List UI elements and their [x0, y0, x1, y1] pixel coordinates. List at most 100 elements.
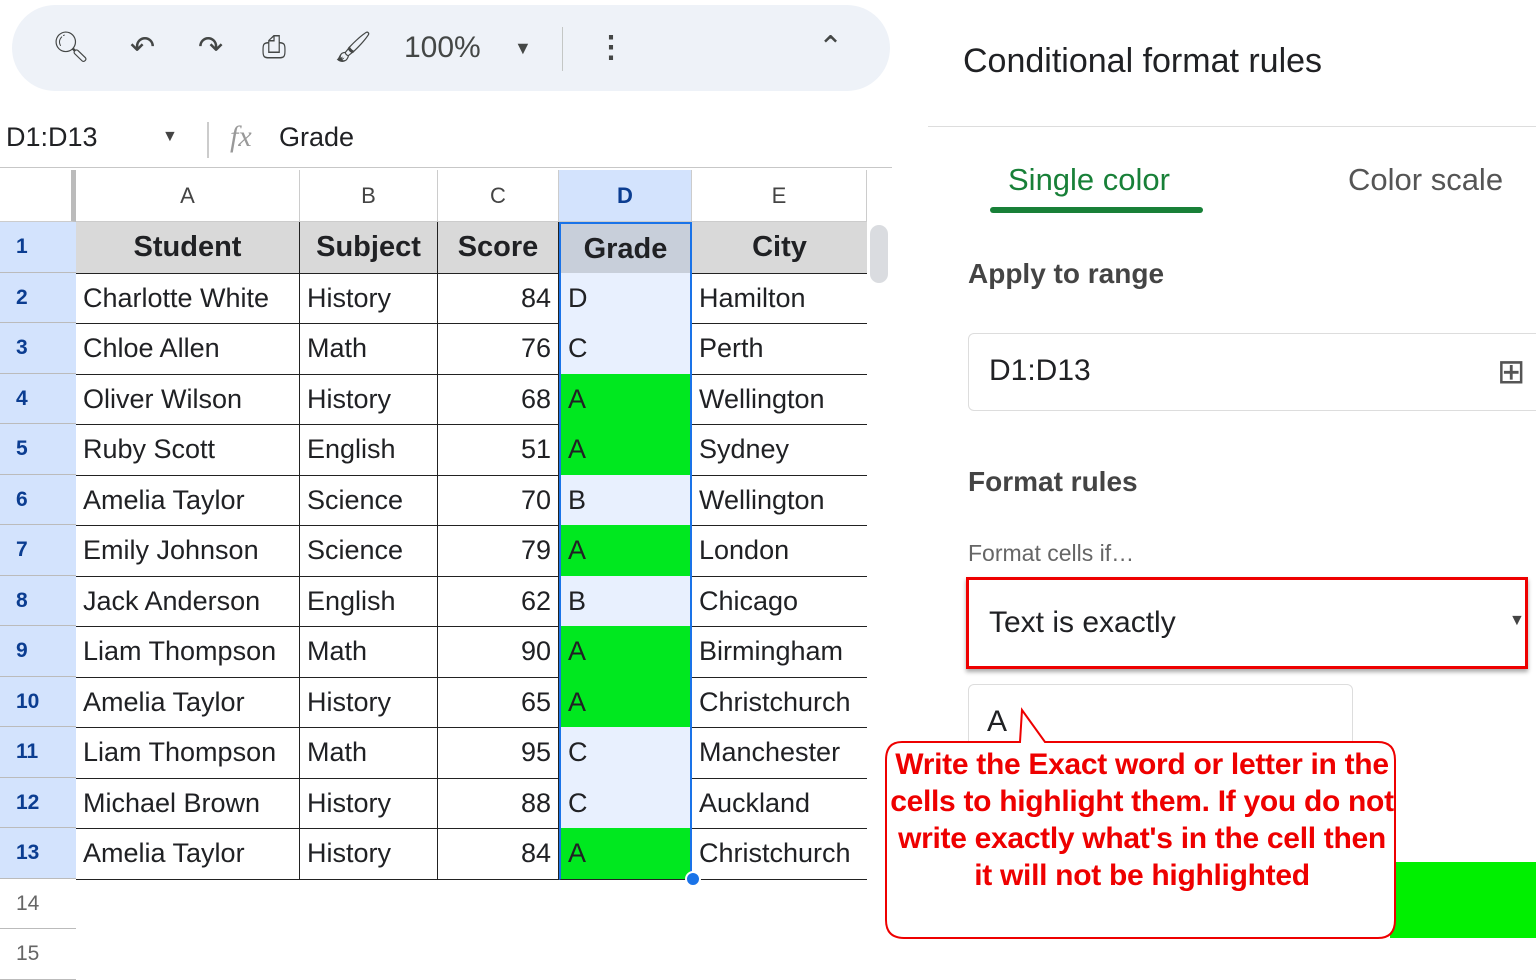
table-cell[interactable]: 76 [438, 323, 559, 375]
table-cell[interactable]: B [559, 575, 692, 627]
column-header-b[interactable]: B [300, 170, 438, 222]
table-cell[interactable]: Manchester [692, 727, 867, 779]
column-title-cell[interactable]: City [692, 222, 867, 274]
row-header-6[interactable]: 6 [0, 474, 76, 525]
table-cell[interactable]: 90 [438, 626, 559, 678]
formula-input[interactable]: Grade [279, 122, 355, 152]
row-header-12[interactable]: 12 [0, 777, 76, 828]
table-cell[interactable]: Birmingham [692, 626, 867, 678]
column-title-cell[interactable]: Subject [300, 222, 438, 274]
table-cell[interactable]: 65 [438, 676, 559, 728]
column-header-c[interactable]: C [438, 170, 559, 222]
table-cell[interactable]: C [559, 323, 692, 375]
table-cell[interactable]: Sydney [692, 424, 867, 476]
row-header-5[interactable]: 5 [0, 424, 76, 475]
table-cell[interactable]: Chicago [692, 576, 867, 627]
row-header-10[interactable]: 10 [0, 676, 76, 727]
table-cell[interactable]: Emily Johnson [76, 525, 300, 577]
table-cell[interactable]: Math [300, 727, 438, 779]
table-cell[interactable]: 51 [438, 424, 559, 476]
table-cell[interactable]: 84 [438, 828, 559, 880]
table-cell[interactable]: 79 [438, 525, 559, 577]
condition-dropdown[interactable]: Text is exactly ▼ [966, 577, 1528, 669]
column-title-cell[interactable]: Grade [559, 222, 692, 274]
row-header-13[interactable]: 13 [0, 828, 76, 879]
print-icon[interactable]: ⎙ [262, 31, 286, 64]
table-cell[interactable]: A [559, 676, 692, 728]
vertical-scrollbar[interactable] [870, 225, 888, 283]
row-header-15[interactable]: 15 [0, 929, 76, 980]
table-cell[interactable]: 84 [438, 272, 559, 324]
select-all-corner[interactable] [0, 170, 76, 222]
table-cell[interactable]: 88 [438, 777, 559, 829]
table-cell[interactable]: B [559, 474, 692, 526]
table-cell[interactable]: Wellington [692, 475, 867, 526]
table-cell[interactable]: Chloe Allen [76, 323, 300, 375]
row-header-14[interactable]: 14 [0, 878, 76, 929]
table-cell[interactable]: Oliver Wilson [76, 373, 300, 425]
table-cell[interactable]: Hamilton [692, 273, 867, 324]
row-header-2[interactable]: 2 [0, 272, 76, 323]
table-cell[interactable]: A [559, 424, 692, 476]
undo-icon[interactable]: ↶ [130, 31, 156, 64]
table-cell[interactable]: History [300, 676, 438, 728]
table-cell[interactable]: A [559, 828, 692, 880]
table-cell[interactable]: 70 [438, 474, 559, 526]
more-vert-icon[interactable]: ⋮ [596, 31, 626, 64]
table-cell[interactable]: History [300, 777, 438, 829]
paint-format-icon[interactable]: 🖌︎ [334, 31, 373, 64]
row-header-9[interactable]: 9 [0, 626, 76, 677]
row-header-11[interactable]: 11 [0, 727, 76, 778]
formatting-style-preview[interactable] [1390, 862, 1536, 938]
table-cell[interactable]: Perth [692, 323, 867, 375]
tab-color-scale[interactable]: Color scale [1348, 162, 1504, 197]
table-cell[interactable]: 62 [438, 575, 559, 627]
chevron-up-icon[interactable]: ⌃ [818, 31, 844, 64]
table-cell[interactable]: English [300, 424, 438, 476]
table-cell[interactable]: A [559, 373, 692, 425]
table-cell[interactable]: A [559, 525, 692, 577]
name-box[interactable]: D1:D13 [6, 122, 98, 152]
row-header-8[interactable]: 8 [0, 575, 76, 626]
table-cell[interactable]: Science [300, 474, 438, 526]
table-cell[interactable]: Auckland [692, 778, 867, 829]
table-cell[interactable]: History [300, 373, 438, 425]
table-cell[interactable]: English [300, 575, 438, 627]
table-cell[interactable]: London [692, 525, 867, 577]
table-cell[interactable]: Christchurch [692, 828, 867, 880]
table-cell[interactable]: Ruby Scott [76, 424, 300, 476]
column-title-cell[interactable]: Score [438, 222, 559, 274]
search-icon[interactable]: 🔍︎ [52, 31, 91, 64]
table-cell[interactable]: 68 [438, 373, 559, 425]
column-header-e[interactable]: E [692, 170, 867, 222]
row-header-3[interactable]: 3 [0, 323, 76, 374]
table-cell[interactable]: D [559, 272, 692, 324]
table-cell[interactable]: Christchurch [692, 677, 867, 728]
row-header-1[interactable]: 1 [0, 222, 76, 273]
column-title-cell[interactable]: Student [76, 222, 300, 274]
table-cell[interactable]: Liam Thompson [76, 626, 300, 678]
table-cell[interactable]: A [559, 626, 692, 678]
table-cell[interactable]: History [300, 272, 438, 324]
table-cell[interactable]: Jack Anderson [76, 575, 300, 627]
table-cell[interactable]: C [559, 727, 692, 779]
table-cell[interactable]: Amelia Taylor [76, 676, 300, 728]
table-cell[interactable]: Charlotte White [76, 272, 300, 324]
fill-handle[interactable] [685, 870, 701, 887]
table-cell[interactable]: Liam Thompson [76, 727, 300, 779]
table-cell[interactable]: Math [300, 626, 438, 678]
redo-icon[interactable]: ↷ [198, 31, 224, 64]
table-cell[interactable]: Amelia Taylor [76, 474, 300, 526]
table-cell[interactable]: Amelia Taylor [76, 828, 300, 880]
chevron-down-icon[interactable]: ▼ [162, 128, 178, 145]
table-cell[interactable]: Wellington [692, 374, 867, 425]
table-cell[interactable]: Science [300, 525, 438, 577]
table-cell[interactable]: History [300, 828, 438, 880]
table-cell[interactable]: Michael Brown [76, 777, 300, 829]
table-cell[interactable]: 95 [438, 727, 559, 779]
zoom-select[interactable]: 100% [404, 31, 481, 64]
row-header-4[interactable]: 4 [0, 373, 76, 424]
row-header-7[interactable]: 7 [0, 525, 76, 576]
range-input[interactable]: D1:D13 ⊞ [968, 333, 1536, 411]
column-header-d[interactable]: D [559, 170, 692, 222]
